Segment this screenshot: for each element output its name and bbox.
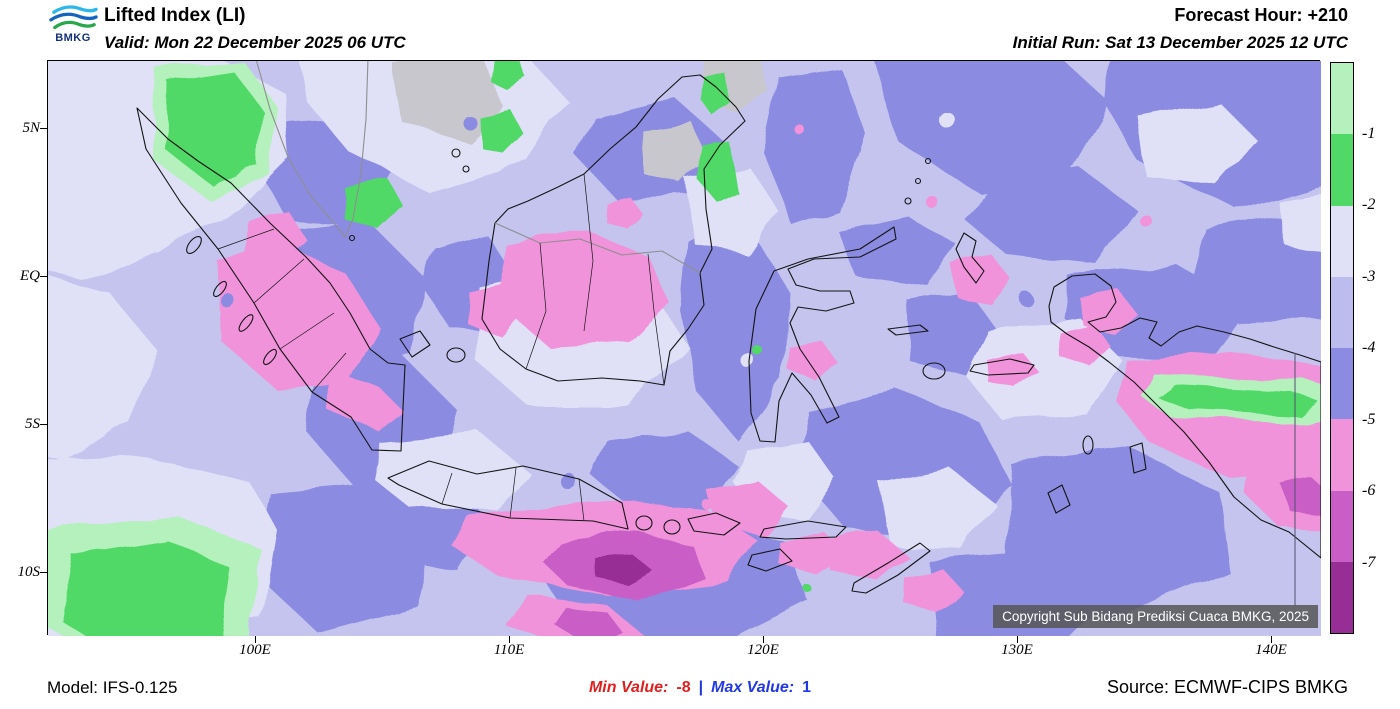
- x-tick: [509, 636, 510, 643]
- coastlines-layer: [136, 61, 1321, 594]
- source-label: Source: ECMWF-CIPS BMKG: [1106, 677, 1348, 697]
- contour-fill-layer: [48, 61, 1321, 636]
- legend-band: [1331, 419, 1353, 491]
- x-tick: [1017, 636, 1018, 643]
- legend-label: -1: [1362, 124, 1376, 142]
- map-svg: [48, 61, 1321, 636]
- bmkg-logo-text: BMKG: [55, 32, 91, 44]
- legend-band: [1331, 561, 1353, 633]
- legend-bands: [1330, 62, 1354, 634]
- x-axis-label-110e: 110E: [493, 642, 525, 658]
- legend-band: [1331, 134, 1353, 206]
- page-title: Lifted Index (LI): [104, 5, 246, 26]
- model-label: Model: IFS-0.125: [47, 678, 178, 697]
- x-axis-label-140e: 140E: [1255, 642, 1287, 658]
- legend-band: [1331, 205, 1353, 277]
- copyright-overlay: Copyright Sub Bidang Prediksi Cuaca BMKG…: [993, 605, 1318, 628]
- legend-label: -6: [1362, 482, 1376, 499]
- y-tick: [40, 424, 47, 425]
- legend-labels: -1 -2 -3 -4 -5 -6 -7: [1362, 62, 1398, 634]
- y-axis-label-eq: EQ: [20, 268, 40, 284]
- valid-time-label: Valid: Mon 22 December 2025 06 UTC: [104, 33, 406, 52]
- max-value: 1: [802, 679, 812, 696]
- map-area: [47, 60, 1321, 636]
- y-tick: [40, 276, 47, 277]
- legend-label: -2: [1362, 196, 1376, 213]
- x-axis-label-120e: 120E: [747, 642, 779, 658]
- bmkg-logo: BMKG: [44, 1, 102, 57]
- initial-run-label: Initial Run: Sat 13 December 2025 12 UTC: [1012, 33, 1348, 52]
- bmkg-logo-icon: [49, 5, 98, 30]
- y-tick: [40, 128, 47, 129]
- y-axis-label-5s: 5S: [25, 416, 40, 432]
- legend-band: [1331, 490, 1353, 562]
- y-axis-label-10s: 10S: [17, 564, 41, 580]
- forecast-hour-label: Forecast Hour: +210: [1174, 5, 1348, 25]
- x-axis-label-100e: 100E: [239, 642, 271, 658]
- legend-label: -4: [1362, 339, 1376, 356]
- x-tick: [763, 636, 764, 643]
- min-max-values: Min Value: -8 | Max Value: 1: [0, 679, 1400, 697]
- legend-label: -7: [1362, 553, 1376, 571]
- legend-band: [1331, 63, 1353, 135]
- x-tick: [255, 636, 256, 643]
- min-value: -8: [676, 679, 691, 696]
- x-tick: [1271, 636, 1272, 643]
- max-value-label: Max Value:: [711, 679, 795, 696]
- legend-label: -3: [1362, 267, 1376, 285]
- legend-band: [1331, 276, 1353, 348]
- x-axis-label-130e: 130E: [1001, 642, 1033, 658]
- min-value-label: Min Value:: [588, 679, 669, 696]
- y-axis-label-5n: 5N: [22, 120, 40, 136]
- y-tick: [40, 572, 47, 573]
- min-max-separator: |: [698, 679, 704, 696]
- legend-band: [1331, 348, 1353, 420]
- legend-label: -5: [1362, 410, 1376, 428]
